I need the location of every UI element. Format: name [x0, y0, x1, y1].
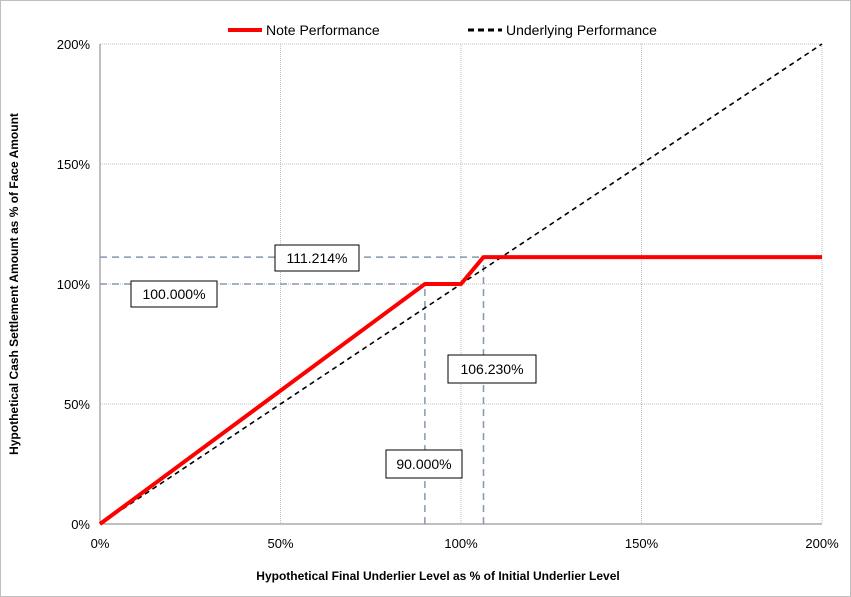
x-tick-label: 150% [625, 536, 659, 551]
note-performance-line [98, 255, 822, 526]
y-tick-label: 50% [64, 397, 90, 412]
legend-item: Underlying Performance [468, 22, 657, 38]
annotation-label: 90.000% [396, 456, 451, 472]
legend-item: Note Performance [228, 22, 380, 38]
legend-label: Underlying Performance [506, 22, 657, 38]
annotation-box [130, 280, 218, 308]
annotation-box [274, 244, 360, 272]
annotation-label: 111.214% [287, 250, 348, 266]
annotation-callout: 100.000% [130, 280, 218, 308]
legend: Note Performance Underlying Performance [228, 22, 657, 38]
series-layer [98, 43, 823, 526]
annotation-label: 106.230% [460, 361, 523, 377]
y-axis-title: Hypothetical Cash Settlement Amount as %… [7, 113, 21, 455]
x-tick-label: 0% [91, 536, 110, 551]
y-tick-label: 150% [57, 157, 91, 172]
annotation-box [385, 449, 463, 479]
annotation-label: 100.000% [142, 286, 205, 302]
annotation-callout: 106.230% [447, 354, 537, 384]
x-axis-title: Hypothetical Final Underlier Level as % … [256, 569, 619, 583]
y-tick-label: 0% [71, 517, 90, 532]
legend-label: Note Performance [266, 22, 380, 38]
y-tick-label: 200% [57, 37, 91, 52]
tick-labels: 0% 50% 100% 150% 200% 0% 50% 100% 150% 200% [57, 37, 839, 551]
x-tick-label: 50% [267, 536, 293, 551]
y-tick-label: 100% [57, 277, 91, 292]
annotations: 111.214% 100.000% 106.230% 90.000% [130, 244, 537, 479]
annotation-callout: 90.000% [385, 449, 463, 479]
annotation-box [447, 354, 537, 384]
x-tick-label: 100% [444, 536, 478, 551]
annotation-callout: 111.214% [274, 244, 360, 272]
x-tick-label: 200% [805, 536, 839, 551]
